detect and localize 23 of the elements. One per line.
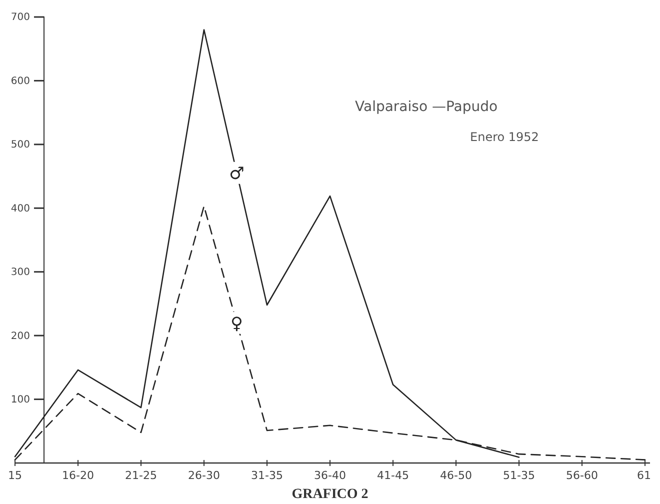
x-tick-label: 41-45 bbox=[377, 469, 409, 482]
series-label: ♀ bbox=[230, 314, 243, 334]
x-tick-label: 51-35 bbox=[503, 469, 535, 482]
annotation: Enero 1952 bbox=[470, 130, 539, 144]
x-tick-label: 36-40 bbox=[314, 469, 346, 482]
y-tick-label: 600 bbox=[10, 76, 30, 87]
text: GRAFICO 2 bbox=[292, 487, 368, 502]
y-tick-label: 100 bbox=[10, 394, 30, 406]
x-tick-label: 31-35 bbox=[251, 469, 283, 482]
x-tick-label: 56-60 bbox=[566, 469, 598, 482]
series-label: ♂ bbox=[229, 164, 244, 184]
x-tick-label: 16-20 bbox=[62, 469, 94, 482]
y-tick-label: 300 bbox=[10, 267, 30, 278]
annotation: Valparaiso —Papudo bbox=[355, 99, 498, 115]
x-tick-label: 15 bbox=[8, 469, 22, 482]
x-tick-label: 46-50 bbox=[440, 469, 472, 482]
y-tick-label: 500 bbox=[10, 140, 30, 151]
y-tick-label: 200 bbox=[10, 330, 30, 342]
x-tick-label: 26-30 bbox=[188, 469, 220, 482]
y-tick-label: 700 bbox=[10, 12, 30, 24]
x-tick-label: 61 bbox=[637, 469, 651, 482]
y-tick-label: 400 bbox=[10, 203, 30, 214]
x-tick-label: 21-25 bbox=[125, 469, 157, 482]
